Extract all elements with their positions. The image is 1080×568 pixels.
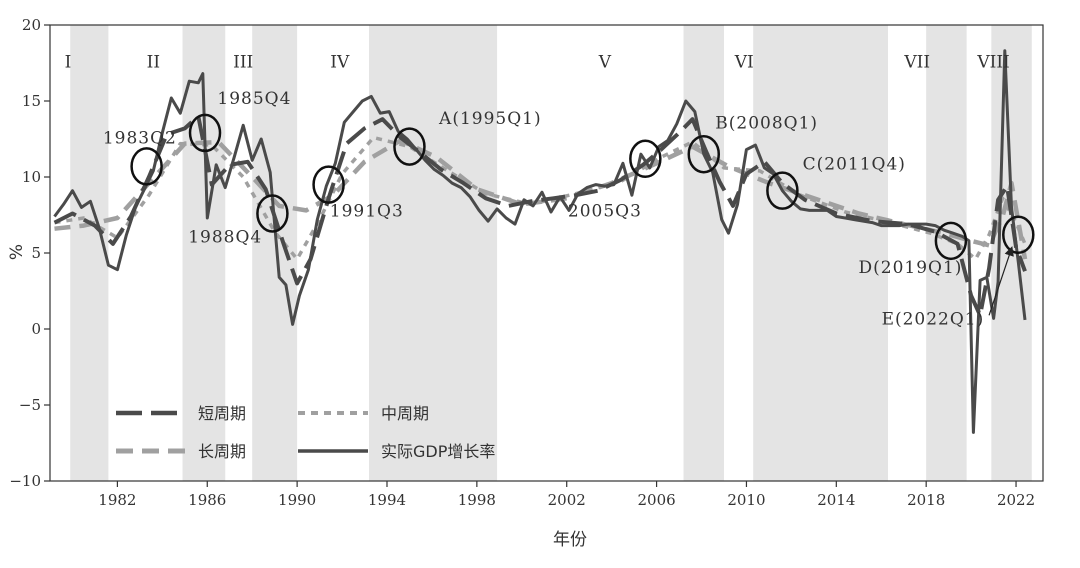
y-tick-label: 0 — [31, 320, 41, 338]
x-tick-label: 1990 — [278, 491, 316, 509]
turning-point-circles — [130, 113, 1035, 316]
x-tick-label: 2022 — [997, 491, 1035, 509]
turning-point-circle-7 — [766, 171, 799, 210]
y-tick-label: 5 — [31, 244, 41, 262]
annotation-label: 1988Q4 — [188, 227, 262, 247]
x-tick-label: 2006 — [637, 491, 675, 509]
x-tick-label: 2002 — [548, 491, 586, 509]
turning-point-circle-6 — [687, 134, 721, 174]
turning-point-circle-8 — [934, 221, 968, 261]
x-axis-label: 年份 — [553, 530, 587, 550]
annotation-label: A(1995Q1) — [438, 109, 542, 129]
cycle-label: III — [233, 53, 253, 73]
x-tick-label: 1994 — [368, 491, 406, 509]
turning-point-circle-9 — [1002, 215, 1035, 255]
y-tick-label: 15 — [22, 92, 41, 110]
y-tick-label: 20 — [22, 16, 41, 34]
cycle-label: V — [598, 53, 612, 73]
x-tick-label: 2018 — [907, 491, 945, 509]
turning-point-circle-4 — [393, 127, 426, 166]
y-tick-label: 10 — [22, 168, 41, 186]
series-layer — [53, 49, 1028, 434]
y-tick-label: −10 — [9, 472, 41, 490]
shaded-period-6 — [926, 25, 967, 481]
legend-label-long-cycle: 长周期 — [198, 442, 246, 461]
cycle-label: IV — [330, 53, 350, 73]
shaded-period-5 — [753, 25, 888, 481]
annotation-label: 2005Q3 — [568, 202, 642, 222]
x-tick-label: 1982 — [98, 491, 136, 509]
x-tick-label: 2010 — [727, 491, 765, 509]
cycle-label: VIII — [976, 53, 1009, 73]
shaded-periods — [70, 25, 1032, 481]
cycle-label: II — [147, 53, 160, 73]
cycle-label: I — [65, 53, 72, 73]
series-line-solid-dark — [53, 49, 1027, 434]
annotation-label: 1985Q4 — [217, 89, 291, 109]
annotation-label: E(2022Q1) — [882, 309, 985, 329]
annotation-label: 1983Q2 — [103, 129, 177, 149]
annotations: I II III IV V VI VII VIII1983Q21985Q41988Q41991… — [65, 53, 1010, 330]
turning-point-circle-2 — [256, 194, 289, 233]
legend: 短周期 中周期 长周期 实际GDP增长率 — [116, 404, 495, 461]
turning-point-circle-0 — [130, 147, 163, 186]
turning-point-circle-3 — [312, 165, 345, 204]
shaded-period-2 — [252, 25, 298, 481]
cycle-label: VI — [734, 53, 754, 73]
shaded-period-0 — [70, 25, 109, 481]
shaded-period-4 — [683, 25, 724, 481]
annotation-label: D(2019Q1) — [858, 258, 962, 278]
turning-point-circle-1 — [188, 113, 222, 153]
annotation-label: C(2011Q4) — [803, 154, 906, 174]
annotation-label: 1991Q3 — [330, 202, 404, 222]
legend-label-mid-cycle: 中周期 — [381, 404, 429, 423]
y-tick-label: −5 — [19, 396, 41, 414]
shaded-period-3 — [369, 25, 498, 481]
annotation-arrow — [988, 246, 1014, 316]
x-tick-label: 1986 — [188, 491, 226, 509]
y-axis-label: % — [7, 244, 27, 260]
annotation-label: B(2008Q1) — [715, 113, 818, 133]
legend-label-real-gdp: 实际GDP增长率 — [381, 442, 495, 461]
legend-label-short-cycle: 短周期 — [198, 404, 246, 423]
x-tick-label: 2014 — [817, 491, 855, 509]
x-tick-label: 1998 — [458, 491, 496, 509]
cycle-label: VII — [903, 53, 930, 73]
turning-point-circle-5 — [629, 139, 662, 179]
ticks: 1982 1986 1990 1994 1998 2002 2006 2010 2014 2018… — [9, 16, 1035, 509]
